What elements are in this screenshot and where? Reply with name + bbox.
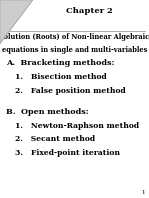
Text: Chapter 2: Chapter 2 [66,7,113,15]
Text: B.  Open methods:: B. Open methods: [6,108,89,116]
Polygon shape [0,0,33,44]
Text: Solution (Roots) of Non-linear Algebraic: Solution (Roots) of Non-linear Algebraic [0,33,149,41]
Text: 2.   Secant method: 2. Secant method [15,135,95,143]
Text: 1.   Newton-Raphson method: 1. Newton-Raphson method [15,122,139,130]
Text: 3.   Fixed-point iteration: 3. Fixed-point iteration [15,149,120,157]
Text: 1.   Bisection method: 1. Bisection method [15,73,107,81]
Text: equations in single and multi-variables: equations in single and multi-variables [2,46,147,53]
Text: 1: 1 [141,190,145,195]
Text: 2.   False position method: 2. False position method [15,87,126,95]
Text: A.  Bracketing methods:: A. Bracketing methods: [6,59,114,67]
Polygon shape [0,0,33,44]
